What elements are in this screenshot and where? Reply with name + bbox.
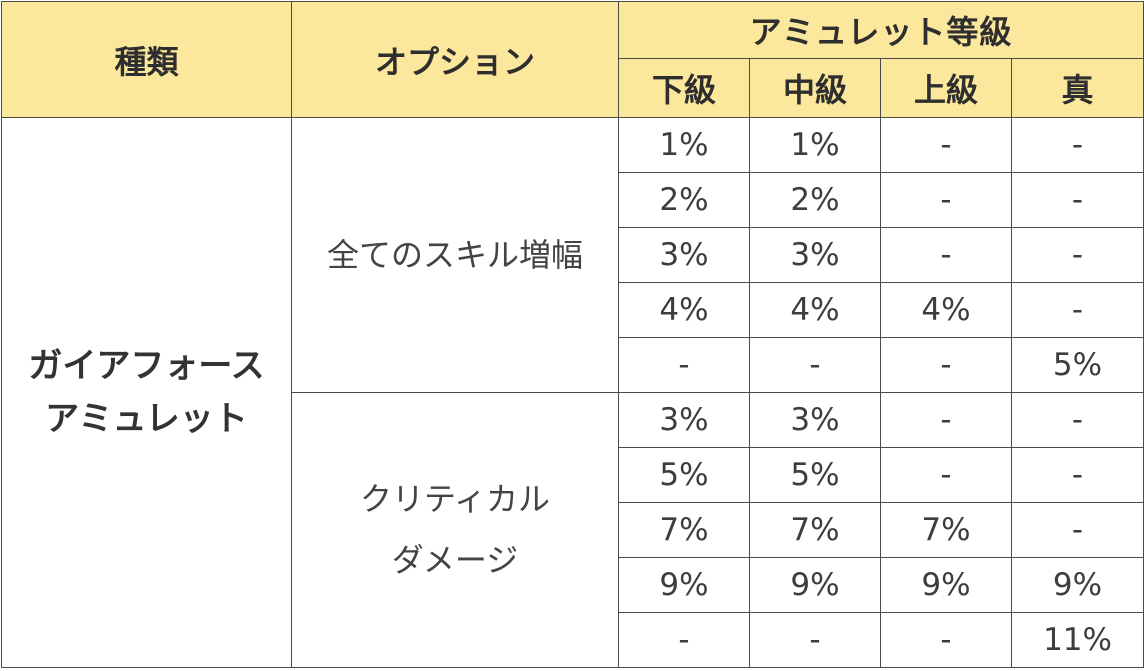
- value-cell-true: -: [1010, 227, 1144, 283]
- value-cell-low: 1%: [618, 117, 750, 173]
- value-cell-mid: -: [749, 612, 881, 668]
- grade-header-row: 下級 中級 上級 真: [2, 58, 1144, 118]
- value-cell-true: -: [1010, 172, 1144, 228]
- value-cell-high: -: [880, 447, 1012, 503]
- value-cell-mid: 1%: [749, 117, 881, 173]
- value-cell-mid: 7%: [749, 502, 881, 558]
- header-grade-group: アミュレット等級: [617, 0, 1144, 60]
- header-option: オプション: [291, 1, 619, 118]
- value-cell-mid: 5%: [749, 447, 881, 503]
- value-cell-high: -: [880, 227, 1012, 283]
- value-cell-true: -: [1010, 392, 1144, 448]
- header-row: 種類 オプション アミュレット等級: [1, 0, 1144, 118]
- value-cell-low: 4%: [618, 282, 750, 338]
- value-cell-high: -: [880, 337, 1012, 393]
- table-row: 7% 7% 7% -: [2, 502, 1144, 558]
- value-cell-mid: 3%: [749, 392, 881, 448]
- value-cell-low: -: [618, 337, 750, 393]
- value-cell-true: 9%: [1010, 557, 1144, 613]
- type-name-line: ガイアフォース: [28, 345, 265, 386]
- value-cell-true: -: [1010, 502, 1144, 558]
- value-cell-mid: -: [749, 337, 881, 393]
- value-cell-low: 3%: [618, 392, 750, 448]
- table-row: 2% 2% - -: [2, 172, 1144, 228]
- value-cell-mid: 3%: [749, 227, 881, 283]
- value-cell-high: -: [880, 172, 1012, 228]
- value-cell-low: 2%: [618, 172, 750, 228]
- value-cell-low: 5%: [618, 447, 750, 503]
- value-cell-high: -: [880, 612, 1012, 668]
- value-cell-low: 7%: [618, 502, 750, 558]
- value-cell-true: -: [1010, 282, 1144, 338]
- value-cell-mid: 2%: [749, 172, 881, 228]
- type-cell: ガイアフォース アミュレット: [1, 117, 292, 668]
- table-body: ガイアフォース アミュレット 全てのスキル増幅 1% 1% - -2% 2% - -3% 3% - -4…: [1, 117, 1144, 668]
- header-grade-mid: 中級: [749, 58, 881, 118]
- value-cell-true: 11%: [1010, 612, 1144, 668]
- table-row: 4% 4% 4% -: [2, 282, 1144, 338]
- table-row: 3% 3% - -: [2, 227, 1144, 283]
- value-cell-mid: 9%: [749, 557, 881, 613]
- value-cell-mid: 4%: [749, 282, 881, 338]
- option-name-cell: クリティカル ダメージ: [291, 392, 619, 668]
- value-cell-true: -: [1010, 117, 1144, 173]
- option-name-line: 全てのスキル増幅: [326, 235, 583, 274]
- value-cell-true: 5%: [1010, 337, 1144, 393]
- value-cell-low: 9%: [618, 557, 750, 613]
- table-row: - - -5%: [2, 337, 1144, 393]
- table-row: - - -11%: [2, 612, 1144, 668]
- option-name-cell: 全てのスキル増幅: [291, 117, 619, 393]
- value-cell-high: 9%: [880, 557, 1012, 613]
- value-cell-high: 7%: [880, 502, 1012, 558]
- value-cell-low: -: [618, 612, 750, 668]
- value-cell-low: 3%: [618, 227, 750, 283]
- option-name-line: ダメージ: [391, 541, 519, 579]
- type-name-line: アミュレット: [45, 398, 248, 439]
- table-row: 9% 9% 9% 9%: [2, 557, 1144, 613]
- option-name-line: クリティカル: [359, 480, 551, 519]
- table-row: 5% 5% - -: [2, 447, 1144, 503]
- table-row: ガイアフォース アミュレット 全てのスキル増幅 1% 1% - -: [1, 117, 1144, 668]
- header-grade-low: 下級: [618, 58, 750, 118]
- header-grade-high: 上級: [880, 58, 1012, 118]
- value-cell-high: -: [880, 392, 1012, 448]
- value-cell-true: -: [1010, 447, 1144, 503]
- value-cell-high: 4%: [880, 282, 1012, 338]
- header-type: 種類: [1, 1, 292, 118]
- header-grade-true: 真: [1010, 58, 1144, 118]
- value-cell-high: -: [880, 117, 1012, 173]
